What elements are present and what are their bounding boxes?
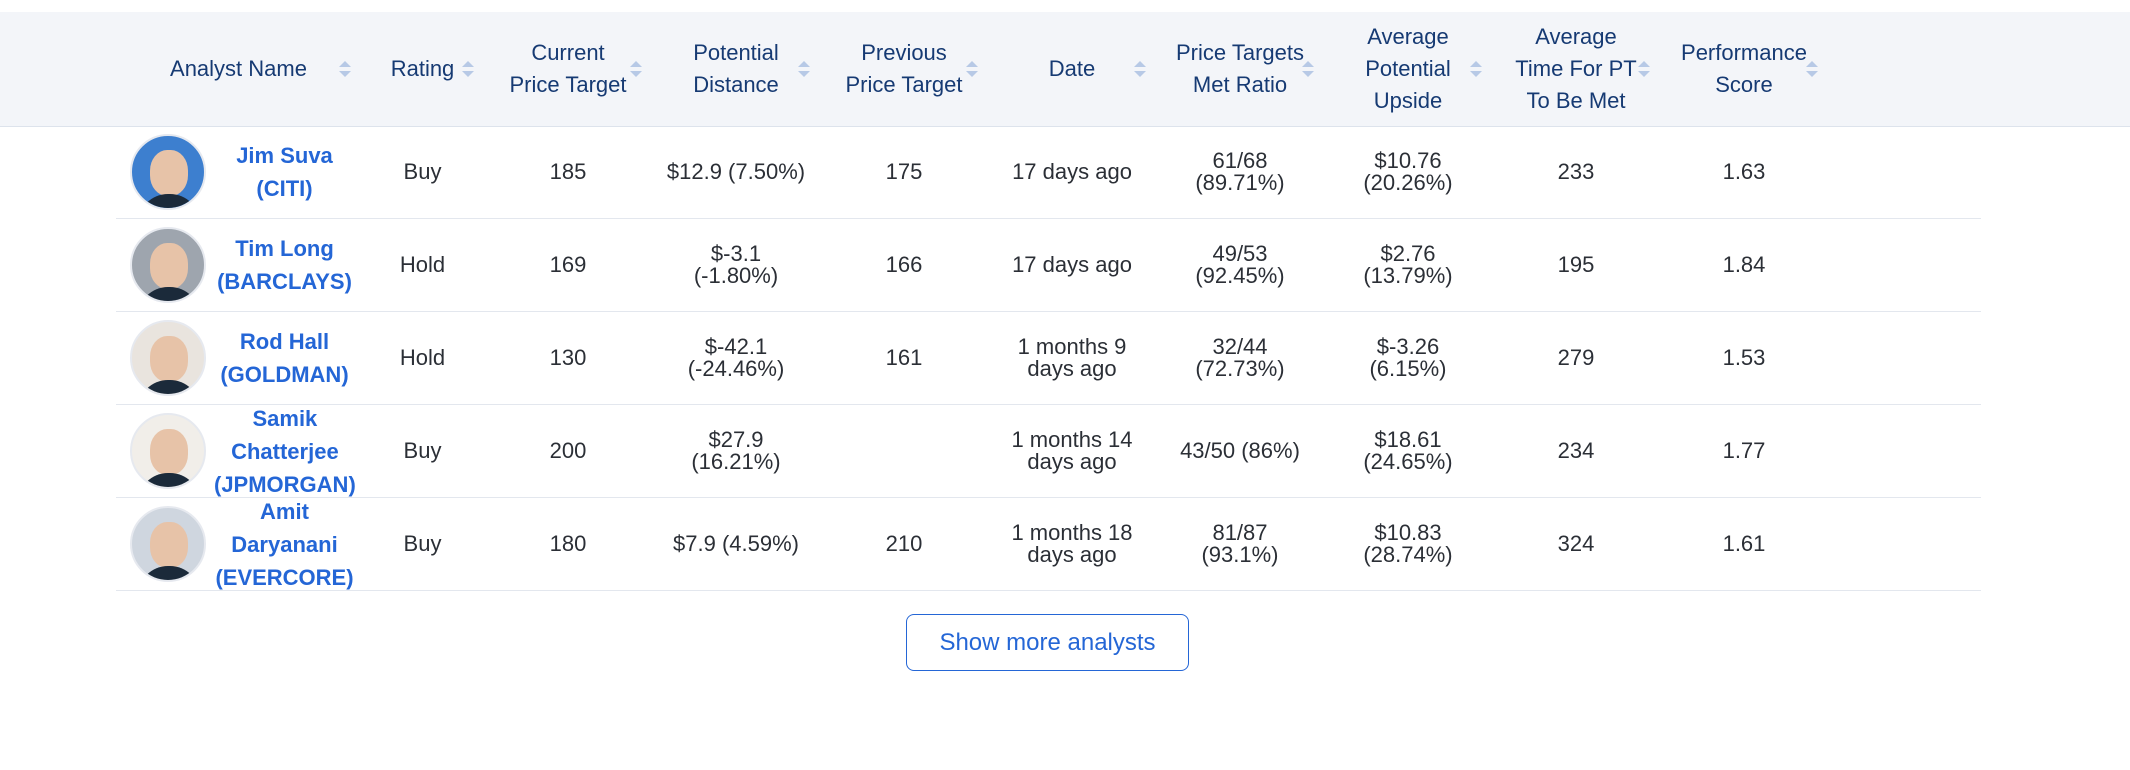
rating-cell: Hold	[399, 252, 446, 277]
avg-time-cell: 324	[1557, 531, 1595, 556]
sort-icon	[1806, 61, 1818, 77]
sort-icon	[339, 61, 351, 77]
distance-cell: $12.9 (7.50%)	[666, 159, 806, 184]
rating-cell: Hold	[399, 345, 446, 370]
distance-cell: $27.9 (16.21%)	[691, 427, 781, 474]
avg-time-cell: 195	[1557, 252, 1595, 277]
current-pt-cell: 185	[549, 159, 587, 184]
header-previous-price-target[interactable]: Previous Price Target	[820, 12, 988, 126]
sort-icon	[462, 61, 474, 77]
rating-cell: Buy	[403, 438, 442, 463]
sort-icon	[1302, 61, 1314, 77]
header-date[interactable]: Date	[988, 12, 1156, 126]
analyst-name-link[interactable]: Samik Chatterjee (JPMORGAN)	[214, 405, 356, 497]
header-potential-distance[interactable]: Potential Distance	[652, 12, 820, 126]
analyst-name-link[interactable]: Tim Long (BARCLAYS)	[217, 236, 352, 294]
avg-time-cell: 279	[1557, 345, 1595, 370]
analyst-cell: Rod Hall (GOLDMAN)	[116, 312, 361, 404]
met-ratio-cell: 32/44 (72.73%)	[1195, 334, 1285, 381]
score-cell: 1.61	[1722, 531, 1766, 556]
header-current-price-target[interactable]: Current Price Target	[484, 12, 652, 126]
table-row: Samik Chatterjee (JPMORGAN) Buy 200 $27.…	[116, 405, 1981, 498]
sort-icon	[1134, 61, 1146, 77]
table-row: Rod Hall (GOLDMAN) Hold 130 $-42.1 (-24.…	[116, 312, 1981, 405]
previous-pt-cell: 161	[885, 345, 923, 370]
previous-pt-cell: 175	[885, 159, 923, 184]
met-ratio-cell: 43/50 (86%)	[1180, 438, 1300, 463]
header-average-potential-upside[interactable]: Average Potential Upside	[1324, 12, 1492, 126]
analyst-name-link[interactable]: Rod Hall (GOLDMAN)	[220, 329, 349, 387]
current-pt-cell: 130	[549, 345, 587, 370]
header-average-time[interactable]: Average Time For PT To Be Met	[1492, 12, 1660, 126]
distance-cell: $7.9 (4.59%)	[673, 531, 799, 556]
met-ratio-cell: 81/87 (93.1%)	[1201, 520, 1279, 567]
table-header-row: Analyst Name Rating Current Price Target…	[116, 12, 1981, 126]
table-header-band	[0, 12, 2130, 127]
analyst-name-link[interactable]: Amit Daryanani (EVERCORE)	[215, 498, 354, 590]
previous-pt-cell	[820, 405, 988, 497]
date-cell: 1 months 18 days ago	[1011, 520, 1133, 567]
score-cell: 1.53	[1722, 345, 1766, 370]
avg-time-cell: 233	[1557, 159, 1595, 184]
avg-upside-cell: $-3.26 (6.15%)	[1369, 334, 1447, 381]
sort-icon	[798, 61, 810, 77]
sort-icon	[1638, 61, 1650, 77]
table-row: Tim Long (BARCLAYS) Hold 169 $-3.1 (-1.8…	[116, 219, 1981, 312]
avg-upside-cell: $2.76 (13.79%)	[1363, 241, 1453, 288]
date-cell: 1 months 9 days ago	[1017, 334, 1127, 381]
table-row: Amit Daryanani (EVERCORE) Buy 180 $7.9 (…	[116, 498, 1981, 591]
sort-icon	[1470, 61, 1482, 77]
avatar[interactable]	[130, 134, 206, 210]
analyst-cell: Amit Daryanani (EVERCORE)	[116, 498, 361, 590]
distance-cell: $-42.1 (-24.46%)	[687, 334, 785, 381]
analyst-cell: Samik Chatterjee (JPMORGAN)	[116, 405, 361, 497]
analyst-name-link[interactable]: Jim Suva (CITI)	[236, 143, 333, 201]
avatar[interactable]	[130, 506, 206, 582]
analyst-cell: Tim Long (BARCLAYS)	[116, 219, 361, 311]
current-pt-cell: 169	[549, 252, 587, 277]
current-pt-cell: 180	[549, 531, 587, 556]
avg-upside-cell: $10.76 (20.26%)	[1363, 148, 1453, 195]
avatar[interactable]	[130, 227, 206, 303]
date-cell: 17 days ago	[1012, 159, 1132, 184]
score-cell: 1.63	[1722, 159, 1766, 184]
score-cell: 1.77	[1722, 438, 1766, 463]
header-rating[interactable]: Rating	[361, 12, 484, 126]
analyst-cell: Jim Suva (CITI)	[116, 126, 361, 218]
rating-cell: Buy	[403, 159, 442, 184]
avatar[interactable]	[130, 320, 206, 396]
header-performance-score[interactable]: Performance Score	[1660, 12, 1828, 126]
met-ratio-cell: 49/53 (92.45%)	[1195, 241, 1285, 288]
avatar[interactable]	[130, 413, 206, 489]
met-ratio-cell: 61/68 (89.71%)	[1195, 148, 1285, 195]
avg-upside-cell: $10.83 (28.74%)	[1363, 520, 1453, 567]
table-row: Jim Suva (CITI) Buy 185 $12.9 (7.50%) 17…	[116, 126, 1981, 219]
header-analyst-name[interactable]: Analyst Name	[116, 12, 361, 126]
previous-pt-cell: 210	[885, 531, 923, 556]
table-footer: Show more analysts	[906, 614, 1189, 671]
header-met-ratio[interactable]: Price Targets Met Ratio	[1156, 12, 1324, 126]
distance-cell: $-3.1 (-1.80%)	[693, 241, 779, 288]
sort-icon	[630, 61, 642, 77]
date-cell: 17 days ago	[1012, 252, 1132, 277]
date-cell: 1 months 14 days ago	[1011, 427, 1133, 474]
score-cell: 1.84	[1722, 252, 1766, 277]
previous-pt-cell: 166	[885, 252, 923, 277]
avg-time-cell: 234	[1557, 438, 1595, 463]
rating-cell: Buy	[403, 531, 442, 556]
current-pt-cell: 200	[549, 438, 587, 463]
avg-upside-cell: $18.61 (24.65%)	[1363, 427, 1453, 474]
analysts-table: Analyst Name Rating Current Price Target…	[116, 12, 1981, 591]
sort-icon	[966, 61, 978, 77]
show-more-analysts-button[interactable]: Show more analysts	[906, 614, 1189, 671]
